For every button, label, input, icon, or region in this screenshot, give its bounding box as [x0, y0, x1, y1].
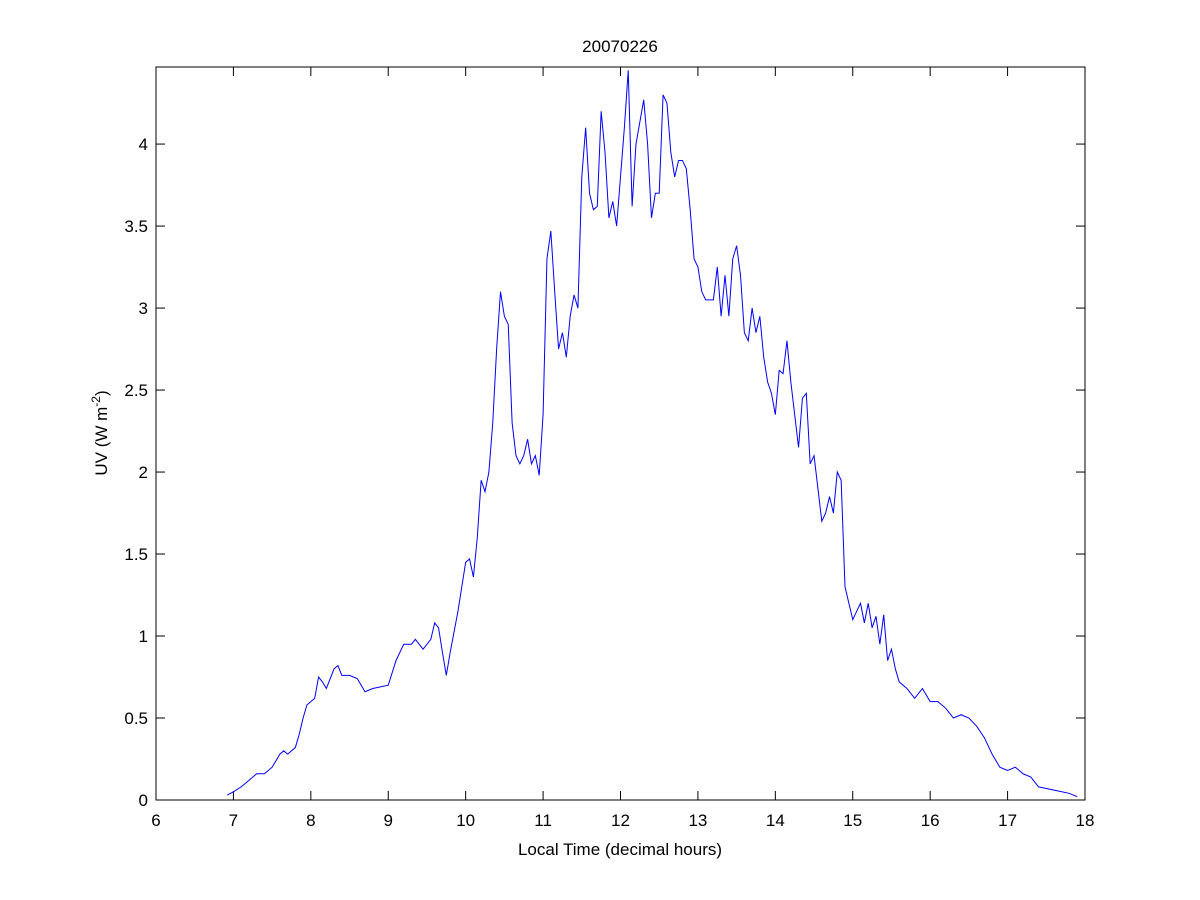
y-tick-label: 2 [139, 463, 148, 482]
y-label-end: ) [92, 390, 111, 396]
x-tick-label: 9 [384, 811, 393, 830]
x-tick-label: 18 [1076, 811, 1095, 830]
x-tick-label: 15 [843, 811, 862, 830]
x-tick-label: 16 [921, 811, 940, 830]
y-tick-label: 4 [139, 135, 148, 154]
y-axis-label: UV (W m-2) [89, 390, 111, 475]
y-tick-label: 0.5 [124, 709, 148, 728]
x-axis-label: Local Time (decimal hours) [518, 840, 722, 859]
x-tick-label: 6 [151, 811, 160, 830]
x-tick-label: 12 [611, 811, 630, 830]
x-tick-label: 7 [229, 811, 238, 830]
x-tick-label: 14 [766, 811, 785, 830]
y-tick-label: 2.5 [124, 381, 148, 400]
x-tick-label: 13 [688, 811, 707, 830]
x-tick-label: 11 [534, 811, 552, 830]
data-line [226, 70, 1078, 798]
x-tick-label: 17 [998, 811, 1017, 830]
y-label-text: UV (W m [92, 407, 111, 476]
x-tick-label: 8 [306, 811, 315, 830]
y-tick-label: 0 [139, 791, 148, 810]
y-tick-label: 1.5 [124, 545, 148, 564]
y-tick-label: 3 [139, 299, 148, 318]
y-tick-label: 1 [139, 627, 148, 646]
y-label-sup: -2 [89, 396, 103, 407]
y-tick-label: 3.5 [124, 217, 148, 236]
chart-title: 20070226 [582, 37, 658, 56]
x-tick-label: 10 [456, 811, 475, 830]
